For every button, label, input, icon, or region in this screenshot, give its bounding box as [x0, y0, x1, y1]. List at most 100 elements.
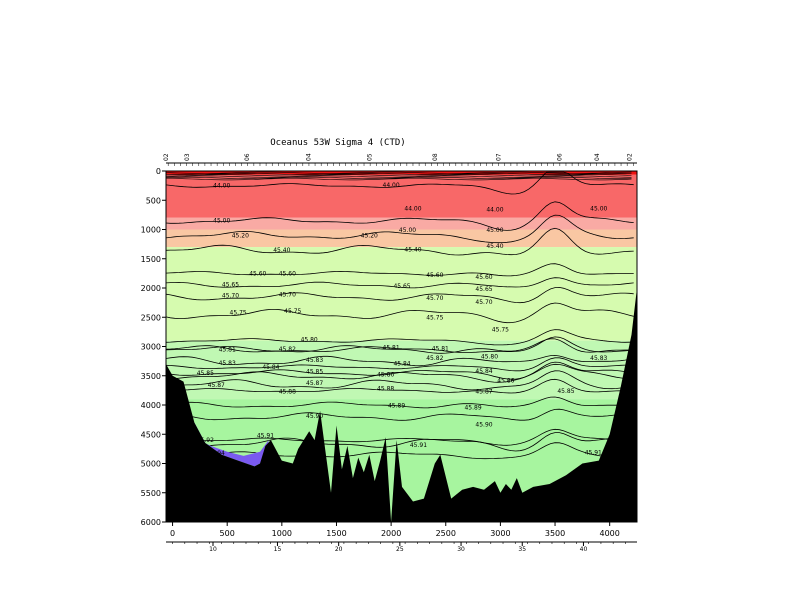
contour-label: 44.00 [486, 207, 503, 214]
contour-label: 45.70 [475, 299, 492, 306]
surface-contour [165, 171, 632, 174]
contour-label: 45.40 [404, 246, 421, 253]
top-station-label: 07 [495, 153, 502, 161]
station-tick-label: 40 [580, 546, 588, 553]
contour-label: 45.82 [279, 346, 296, 353]
surface-contour [166, 178, 632, 181]
contour-label: 45.75 [284, 308, 301, 315]
surface-contour [165, 172, 632, 175]
contour-label: 45.87 [306, 380, 323, 387]
chart-title: Oceanus 53W Sigma 4 (CTD) [270, 138, 405, 148]
contour-label: 45.65 [475, 286, 492, 293]
y-tick-label: 3000 [141, 343, 161, 352]
contour-45.90 [166, 408, 634, 421]
y-tick-label: 2000 [141, 284, 161, 293]
contour-label: 45.84 [393, 360, 410, 367]
contour-label: 45.20 [232, 232, 249, 239]
contour-label: 44.00 [383, 182, 400, 189]
station-tick-label: 20 [335, 546, 343, 553]
color-band-2 [166, 217, 637, 230]
x-tick-label: 500 [220, 529, 235, 538]
contour-45.65 [165, 277, 634, 289]
color-band-1 [166, 174, 637, 218]
contour-45.94 [165, 442, 634, 460]
contour-label: 45.88 [279, 389, 296, 396]
x-tick-label: 2000 [381, 529, 401, 538]
contour-label: 45.60 [279, 270, 296, 277]
contour-45.20 [165, 214, 634, 244]
y-tick-label: 5000 [141, 460, 161, 469]
contour-45.91 [165, 432, 634, 452]
y-tick-label: 500 [146, 196, 161, 205]
contour-label: 45.81 [219, 346, 236, 353]
contour-label: 45.84 [475, 368, 492, 375]
color-band-5 [166, 340, 637, 400]
contour-label: 45.40 [273, 247, 290, 254]
contour-labels: 44.00 44.00 44.00 44.00 45.00 45.00 45.00 45.00… [197, 182, 608, 457]
contour-label: 45.80 [481, 353, 498, 360]
contour-label: 44.00 [404, 205, 421, 212]
bathymetry [166, 171, 637, 522]
contour-label: 45.60 [249, 270, 266, 277]
x-tick-label: 3000 [490, 529, 510, 538]
contour-label: 45.83 [219, 360, 236, 367]
contour-45.87 [165, 370, 634, 391]
contour-45.75 [165, 302, 634, 324]
contour-45.89 [165, 396, 634, 409]
y-tick-label: 3500 [141, 372, 161, 381]
contour-label: 45.65 [393, 283, 410, 290]
contour-label: 45.75 [230, 310, 247, 317]
top-station-label: 02 [163, 153, 170, 161]
contour-label: 45.85 [306, 369, 323, 376]
contour-label: 45.83 [590, 355, 607, 362]
contour-45.70 [165, 286, 634, 304]
contour-label: 45.84 [262, 364, 279, 371]
color-bands [166, 171, 637, 522]
top-station-label: 05 [366, 153, 373, 161]
top-station-label: 06 [244, 153, 251, 161]
contour-label: 45.00 [399, 227, 416, 234]
contour-label: 45.81 [383, 345, 400, 352]
contour-label: 45.86 [377, 372, 394, 379]
top-station-label: 04 [305, 153, 312, 161]
contour-45.88 [166, 378, 634, 394]
color-band-3 [166, 229, 637, 248]
deep-water-patch [194, 422, 269, 467]
top-station-label: 06 [557, 153, 564, 161]
contour-label: 45.89 [388, 403, 405, 410]
contour-label: 45.92 [197, 437, 214, 444]
y-tick-label: 4500 [141, 430, 161, 439]
contour-label: 45.90 [475, 421, 492, 428]
contour-label: 45.70 [222, 293, 239, 300]
contour-45.81 [165, 336, 634, 353]
top-station-label: 04 [594, 153, 601, 161]
y-tick-label: 6000 [141, 518, 161, 527]
contour-label: 45.75 [492, 327, 509, 334]
top-station-label: 02 [627, 153, 634, 161]
color-band-0 [166, 171, 637, 175]
contour-label: 45.82 [426, 355, 443, 362]
contour-label: 45.89 [464, 404, 481, 411]
x-tick-label: 3500 [545, 529, 565, 538]
surface-contour [165, 175, 632, 178]
contour-label: 45.60 [426, 272, 443, 279]
station-tick-label: 15 [274, 546, 282, 553]
contour-label: 45.81 [432, 345, 449, 352]
contour-label: 45.83 [306, 357, 323, 364]
surface-contour [165, 176, 632, 179]
contour-lines [165, 171, 634, 460]
contour-label: 45.90 [306, 413, 323, 420]
contour-label: 45.87 [475, 389, 492, 396]
contour-label: 45.20 [361, 232, 378, 239]
y-tick-label: 1000 [141, 226, 161, 235]
purple-patch [194, 422, 269, 467]
color-band-4 [166, 247, 637, 341]
contour-45.00 [165, 201, 634, 231]
contour-label: 45.75 [426, 314, 443, 321]
contour-label: 45.91 [257, 432, 274, 439]
contour-label: 45.00 [486, 227, 503, 234]
contour-label: 45.00 [590, 205, 607, 212]
contour-45.84 [165, 357, 634, 372]
contour-label: 45.00 [213, 218, 230, 225]
contour-label: 45.86 [497, 377, 514, 384]
